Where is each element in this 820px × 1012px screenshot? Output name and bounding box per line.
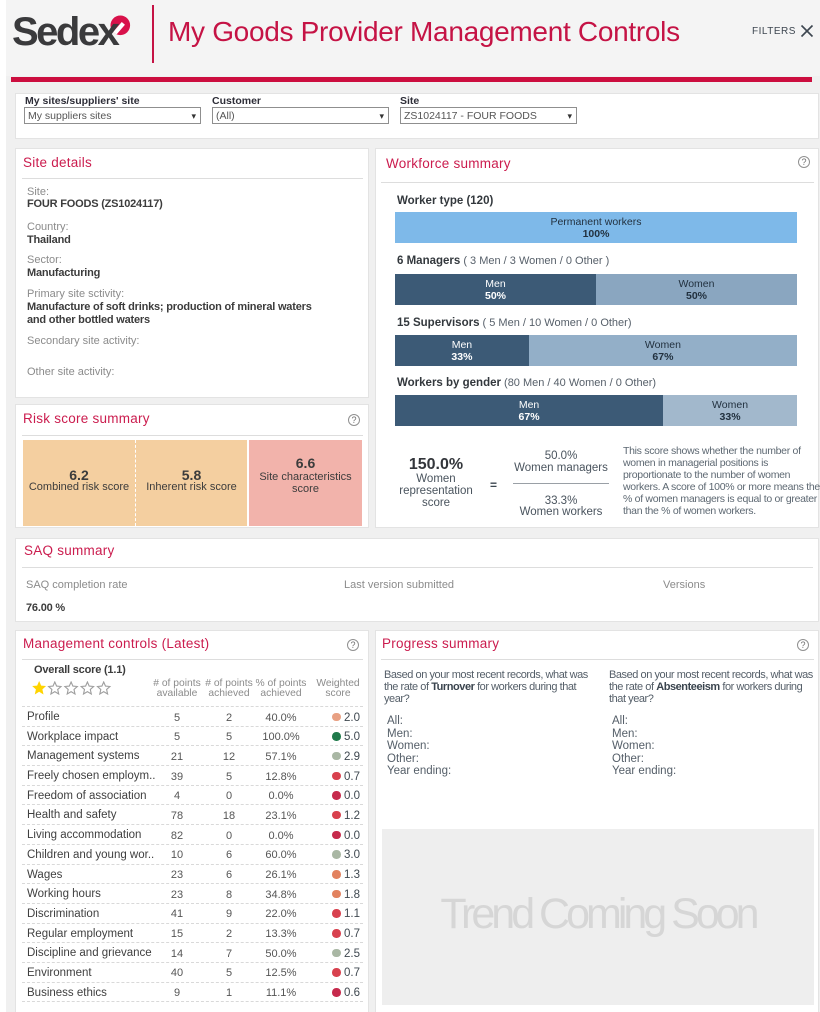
svg-text:Sedex: Sedex xyxy=(12,10,120,54)
